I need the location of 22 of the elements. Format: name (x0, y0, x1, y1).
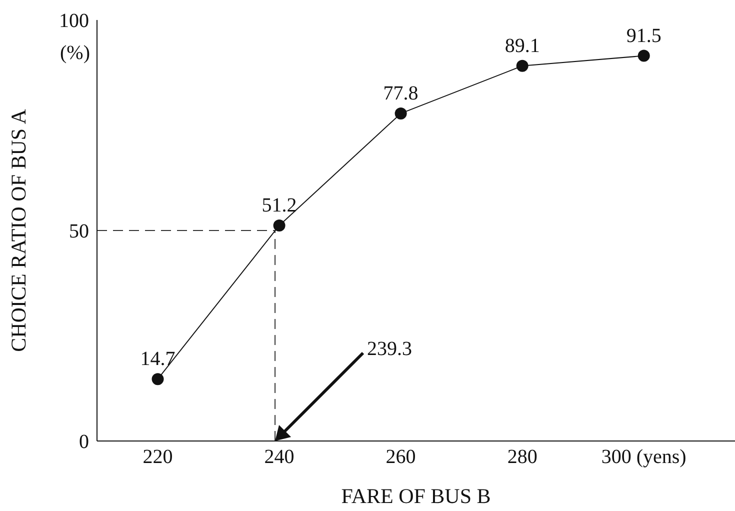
data-label: 14.7 (140, 348, 176, 370)
data-label: 77.8 (383, 82, 418, 104)
x-tick-label: 240 (264, 446, 294, 468)
y-tick-label: 0 (79, 431, 89, 454)
x-tick-label: 280 (507, 446, 538, 468)
x-tick-label: 300 (yens) (601, 446, 686, 468)
data-label: 91.5 (626, 24, 662, 47)
point (638, 50, 650, 62)
text: (%) (60, 42, 90, 65)
data-label: 89.1 (504, 34, 540, 57)
point (516, 60, 528, 72)
x-tick-label: 260 (386, 446, 416, 468)
data-label: 51.2 (262, 194, 297, 216)
point (152, 373, 164, 386)
point (394, 107, 407, 120)
annotation: 239.3 (367, 338, 412, 360)
x-tick-label: 220 (142, 446, 173, 468)
y-tick-label: 100 (59, 10, 89, 32)
y-tick-label: 50 (69, 220, 89, 243)
x-axis-title: FARE OF BUS B (341, 484, 491, 508)
y-axis-title: CHOICE RATIO OF BUS A (6, 108, 30, 352)
point (273, 219, 286, 232)
